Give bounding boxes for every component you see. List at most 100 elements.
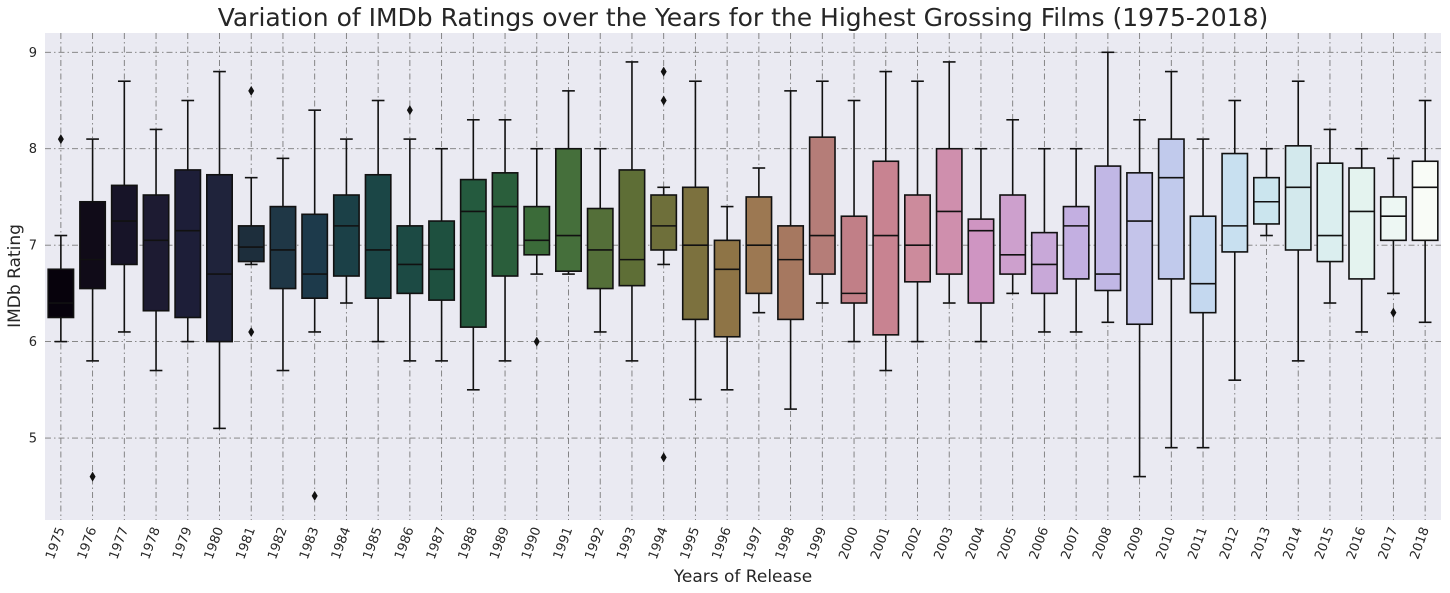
iqr-box: [840, 215, 868, 304]
x-tick-label: 1998: [773, 525, 798, 561]
box-series: [47, 51, 1439, 501]
box-2004: [967, 147, 995, 343]
box-1988: [459, 118, 487, 391]
iqr-box: [1221, 152, 1249, 253]
x-tick-label: 1989: [487, 525, 512, 561]
iqr-box: [1284, 145, 1312, 251]
box-1986: [396, 105, 424, 362]
box-2013: [1253, 147, 1280, 237]
x-tick-label: 1986: [392, 525, 417, 561]
x-tick-label: 2014: [1281, 525, 1306, 561]
x-tick-label: 1977: [107, 525, 132, 561]
iqr-box: [491, 172, 519, 277]
x-tick-label: 2010: [1154, 525, 1179, 561]
x-tick-label: 1985: [360, 525, 385, 561]
y-tick-label: 8: [29, 142, 37, 157]
x-tick-label: 2017: [1376, 525, 1401, 561]
x-tick-label: 1994: [646, 525, 671, 561]
box-2015: [1316, 128, 1344, 304]
x-tick-label: 1981: [234, 525, 259, 561]
box-2017: [1379, 157, 1407, 318]
box-1993: [618, 61, 646, 362]
iqr-box: [1157, 138, 1185, 280]
x-tick-label: 2012: [1217, 525, 1242, 561]
box-2001: [872, 70, 900, 372]
outlier-point: [311, 490, 318, 501]
outlier-point: [57, 134, 64, 145]
box-1989: [491, 118, 519, 362]
box-1985: [364, 99, 392, 343]
box-2006: [1030, 147, 1058, 333]
iqr-box: [1062, 205, 1090, 280]
x-tick-label: 2002: [900, 525, 925, 561]
x-tick-label: 1997: [741, 525, 766, 561]
box-1978: [142, 128, 170, 372]
box-1995: [681, 80, 709, 401]
iqr-box: [681, 186, 709, 321]
iqr-box: [110, 184, 138, 266]
x-axis-label: Years of Release: [673, 567, 812, 587]
x-tick-label: 1978: [138, 525, 163, 561]
box-2008: [1094, 51, 1122, 324]
box-2016: [1348, 147, 1376, 333]
y-tick-label: 6: [29, 335, 37, 350]
box-1987: [428, 147, 456, 362]
x-tick-label: 1993: [614, 525, 639, 561]
x-tick-label: 2007: [1058, 525, 1083, 561]
iqr-box: [1126, 172, 1154, 326]
x-tick-label: 1982: [265, 525, 290, 561]
box-2010: [1157, 70, 1185, 449]
x-tick-label: 2011: [1185, 525, 1210, 561]
x-tick-label: 1976: [75, 525, 100, 561]
iqr-box: [999, 194, 1027, 275]
box-1999: [808, 80, 836, 304]
box-2018: [1411, 99, 1439, 324]
iqr-box: [1316, 162, 1344, 263]
box-1991: [555, 90, 582, 275]
iqr-box: [1189, 215, 1217, 314]
iqr-box: [79, 200, 107, 290]
outlier-point: [1390, 307, 1397, 318]
y-tick-label: 5: [29, 432, 37, 447]
box-1982: [269, 157, 297, 372]
outlier-point: [248, 85, 255, 96]
x-tick-label: 1983: [297, 525, 322, 561]
outlier-point: [406, 105, 413, 116]
box-1997: [745, 167, 773, 314]
iqr-box: [174, 169, 202, 319]
box-2011: [1189, 138, 1217, 449]
x-tick-label: 1979: [170, 525, 195, 561]
x-tick-label: 2015: [1312, 525, 1337, 561]
iqr-box: [142, 194, 170, 312]
box-1981: [237, 85, 265, 337]
y-tick-label: 7: [29, 239, 37, 254]
x-tick-label: 2013: [1249, 525, 1274, 561]
iqr-box: [777, 225, 805, 321]
x-tick-label: 2001: [868, 525, 893, 561]
iqr-box: [301, 213, 329, 299]
iqr-box: [364, 173, 392, 299]
iqr-box: [1348, 167, 1376, 280]
x-tick-label: 1984: [329, 525, 354, 561]
box-1980: [206, 70, 233, 430]
box-1998: [777, 90, 805, 410]
iqr-box: [237, 225, 265, 263]
iqr-box: [332, 194, 360, 277]
chart-title: Variation of IMDb Ratings over the Years…: [218, 3, 1269, 32]
iqr-box: [650, 194, 678, 251]
box-2000: [840, 99, 868, 343]
box-2003: [935, 61, 963, 304]
iqr-box: [206, 173, 233, 343]
box-1977: [110, 80, 138, 333]
iqr-box: [523, 205, 551, 256]
box-1992: [586, 147, 614, 333]
box-1990: [523, 147, 551, 347]
x-tick-label: 2006: [1027, 525, 1052, 561]
x-tick-label: 1996: [709, 525, 734, 561]
iqr-box: [1411, 160, 1439, 242]
box-1994: [650, 66, 678, 463]
outlier-point: [660, 66, 667, 77]
box-1976: [79, 138, 107, 482]
x-tick-label: 1999: [805, 525, 830, 561]
